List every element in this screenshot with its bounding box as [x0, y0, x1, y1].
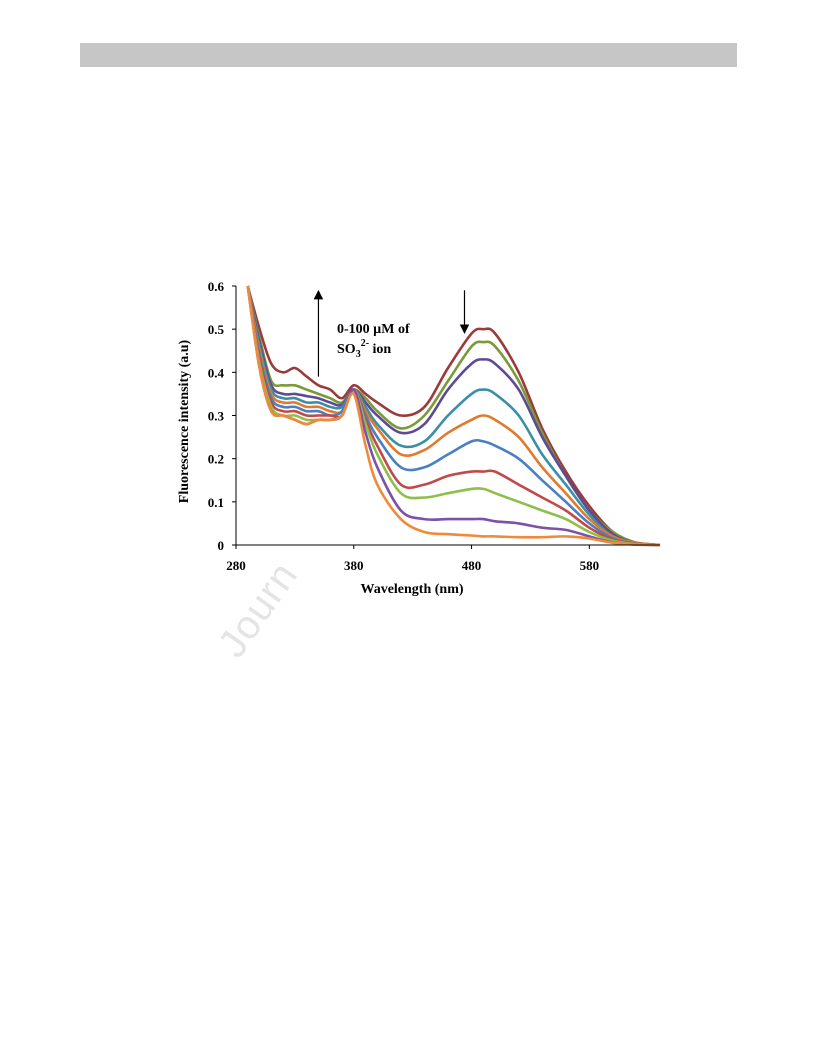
series-line-3 [246, 285, 661, 547]
y-axis-title: Fluorescence intensity (a.u) [177, 339, 192, 503]
series-layer [246, 285, 661, 547]
annotation-ion: SO32- ion [337, 338, 391, 360]
header-bar [80, 43, 737, 67]
series-line-10 [246, 285, 661, 547]
x-axis-title: Wavelength (nm) [360, 582, 463, 597]
annotation-concentration: 0-100 µM of [337, 322, 410, 337]
axes-layer: 0 0.1 0.2 0.3 0.4 0.5 0.6 280 380 480 580 Wavelengt… [177, 279, 660, 597]
series-line-8 [246, 285, 661, 547]
x-tick-label: 280 [226, 558, 246, 573]
y-tick-label: 0.6 [208, 279, 225, 294]
y-tick-label: 0.5 [208, 322, 225, 337]
y-tick-label: 0.2 [208, 452, 224, 467]
series-line-5 [246, 285, 661, 547]
y-tick-label: 0.4 [208, 365, 225, 380]
y-tick-label: 0.3 [208, 409, 225, 424]
y-tick-label: 0 [218, 538, 225, 553]
x-tick-label: 580 [580, 558, 600, 573]
x-tick-label: 380 [344, 558, 364, 573]
y-tick-label: 0.1 [208, 495, 224, 510]
series-line-1 [246, 285, 661, 547]
x-tick-label: 480 [462, 558, 482, 573]
series-line-4 [246, 285, 661, 547]
series-line-7 [246, 285, 661, 547]
series-line-6 [246, 285, 661, 547]
